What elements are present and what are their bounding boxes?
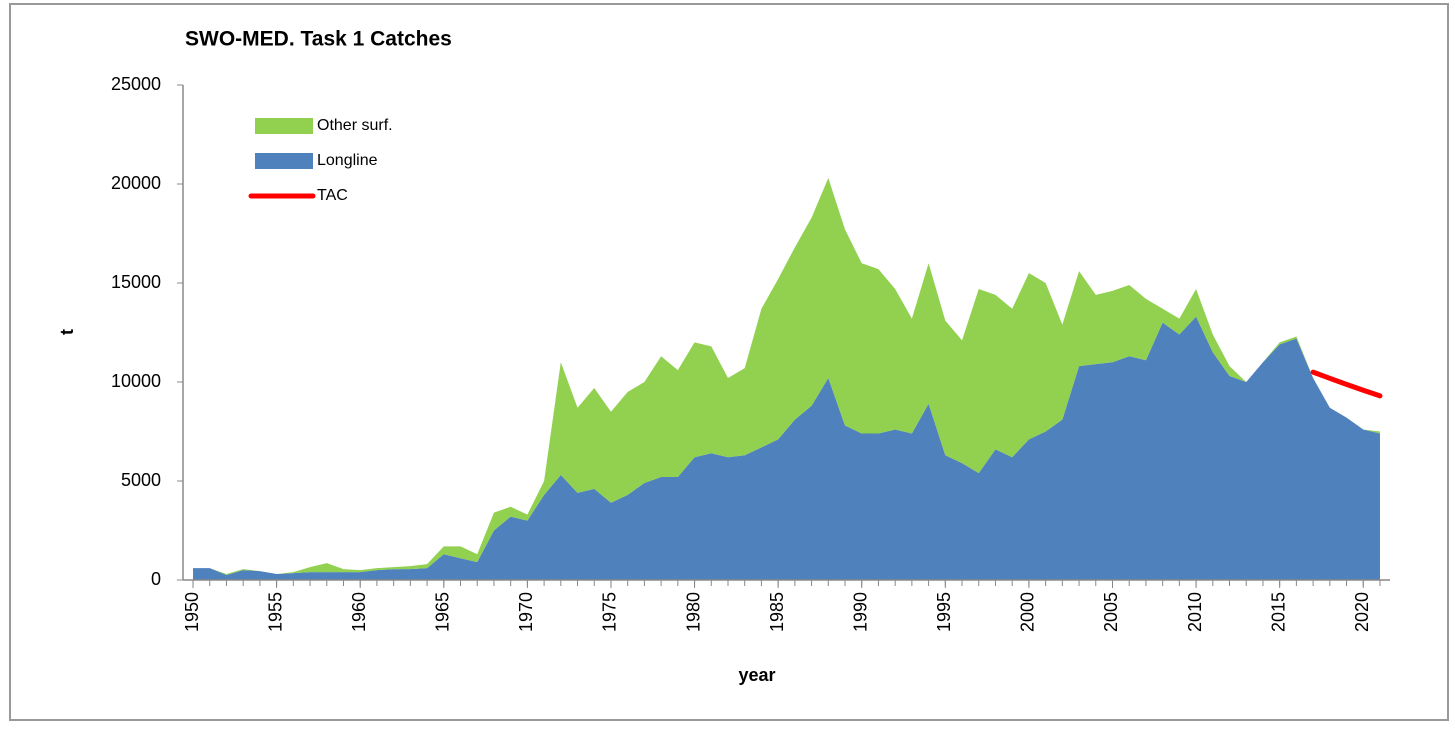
x-tick-label: 1950 [182,592,202,632]
y-tick-label: 5000 [121,470,161,490]
legend-label: Other surf. [317,117,393,134]
y-tick-label: 10000 [111,371,161,391]
y-tick-label: 25000 [111,74,161,94]
x-tick-label: 1970 [516,592,536,632]
legend-swatch [255,153,313,169]
y-tick-label: 0 [151,569,161,589]
chart-title: SWO-MED. Task 1 Catches [185,28,452,51]
x-tick-label: 1990 [850,592,870,632]
x-tick-label: 1985 [767,592,787,632]
legend-label: Longline [317,152,378,169]
x-tick-label: 1975 [600,592,620,632]
y-axis-label: t [57,329,77,335]
x-tick-label: 2015 [1268,592,1288,632]
legend-swatch [255,118,313,134]
x-tick-label: 2000 [1018,592,1038,632]
chart-frame [9,3,1449,721]
area [193,316,1380,580]
area [193,178,1380,576]
x-tick-label: 2005 [1101,592,1121,632]
x-tick-label: 1960 [349,592,369,632]
x-tick-label: 1995 [934,592,954,632]
x-tick-label: 1965 [433,592,453,632]
x-tick-label: 1980 [683,592,703,632]
y-tick-label: 15000 [111,272,161,292]
line [1310,369,1383,399]
legend-label: TAC [317,187,348,204]
x-axis-label: year [738,665,775,685]
x-tick-label: 2010 [1185,592,1205,632]
y-tick-label: 20000 [111,173,161,193]
x-tick-label: 1955 [265,592,285,632]
x-tick-label: 2020 [1352,592,1372,632]
